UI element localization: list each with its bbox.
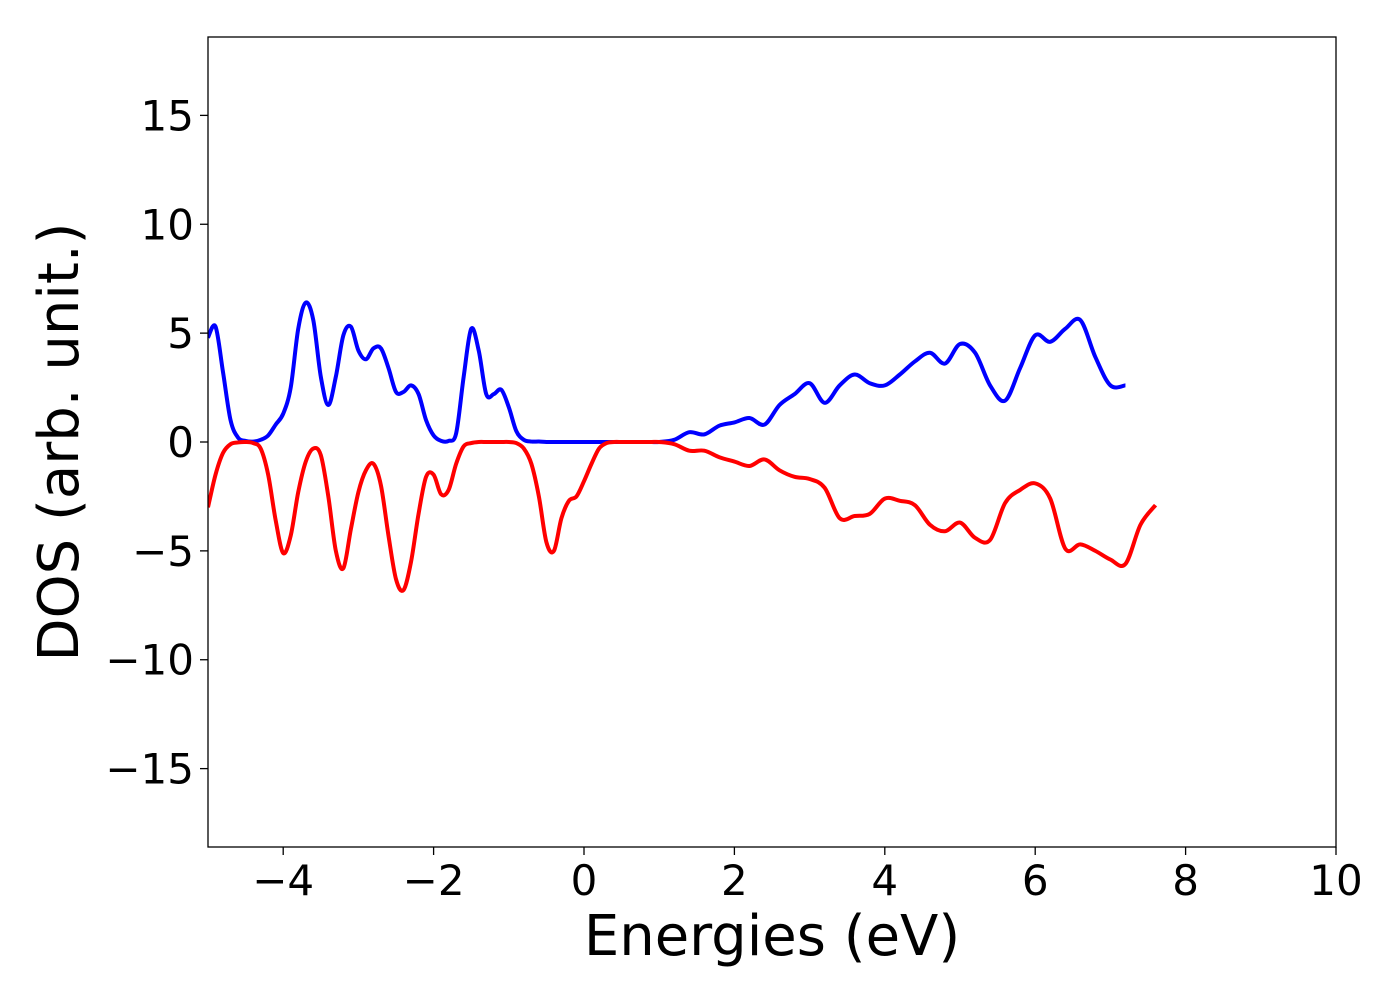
- x-tick-label: −2: [403, 856, 465, 905]
- x-tick-label: 10: [1309, 856, 1362, 905]
- x-axis-title: Energies (eV): [584, 904, 960, 969]
- x-tick-label: 8: [1172, 856, 1199, 905]
- x-tick-label: 6: [1022, 856, 1049, 905]
- y-tick-label: 5: [167, 309, 194, 358]
- x-axis-ticks: −4 −2 0 2 4 6 8 10: [252, 847, 1363, 905]
- y-tick-label: 15: [141, 91, 194, 140]
- y-tick-label: 0: [167, 418, 194, 467]
- y-tick-label: −5: [132, 527, 194, 576]
- y-axis-ticks: 15 10 5 0 −5 −10 −15: [105, 91, 208, 794]
- x-tick-label: 2: [721, 856, 748, 905]
- y-tick-label: 10: [141, 200, 194, 249]
- y-tick-label: −10: [105, 636, 194, 685]
- y-tick-label: −15: [105, 745, 194, 794]
- y-axis-title: DOS (arb. unit.): [27, 222, 92, 661]
- series-line-spin-up: [208, 300, 1126, 445]
- x-tick-label: 4: [871, 856, 898, 905]
- series-line-spin-down: [208, 439, 1158, 593]
- plot-frame: [207, 36, 1337, 848]
- series-layer: [208, 300, 1158, 593]
- x-tick-label: 0: [571, 856, 598, 905]
- x-tick-label: −4: [252, 856, 314, 905]
